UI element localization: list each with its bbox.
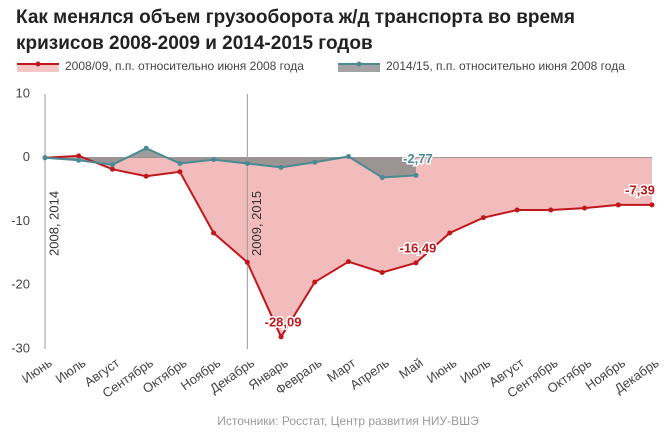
marker bbox=[211, 157, 217, 163]
marker bbox=[278, 334, 284, 340]
value-label: -28,09 bbox=[265, 314, 302, 329]
x-tick-label: Апрель bbox=[347, 355, 392, 393]
annotation: 2009, 2015 bbox=[249, 191, 264, 256]
legend-swatch bbox=[17, 64, 59, 72]
x-tick-label: Июнь bbox=[19, 355, 55, 386]
marker bbox=[548, 207, 554, 213]
marker bbox=[312, 279, 318, 285]
marker bbox=[76, 153, 82, 159]
y-tick-label: -20 bbox=[11, 277, 30, 292]
x-tick-label: Июнь bbox=[424, 355, 460, 386]
legend-label: 2008/09, п.п. относительно июня 2008 год… bbox=[65, 59, 304, 73]
area bbox=[45, 148, 416, 178]
area bbox=[45, 155, 652, 337]
marker bbox=[615, 202, 621, 208]
marker bbox=[211, 230, 217, 236]
y-tick-label: 0 bbox=[23, 149, 30, 164]
y-tick-label: 10 bbox=[16, 85, 30, 100]
marker bbox=[480, 215, 486, 221]
legend-marker bbox=[35, 61, 41, 67]
y-tick-label: -30 bbox=[11, 340, 30, 355]
line bbox=[44, 147, 417, 179]
marker bbox=[649, 202, 655, 208]
marker bbox=[346, 259, 351, 265]
y-tick-label: -10 bbox=[11, 213, 30, 228]
marker bbox=[244, 259, 250, 265]
marker bbox=[278, 164, 284, 170]
value-label: -7,39 bbox=[625, 182, 655, 197]
marker bbox=[447, 230, 453, 236]
marker bbox=[413, 172, 419, 178]
marker bbox=[379, 175, 385, 181]
legend-label: 2014/15, п.п. относительно июня 2008 год… bbox=[386, 59, 625, 73]
value-label: -2,77 bbox=[403, 151, 433, 166]
marker bbox=[514, 207, 520, 213]
x-tick-label: Май bbox=[396, 355, 425, 382]
value-label: -16,49 bbox=[400, 240, 437, 255]
chart-title: кризисов 2008-2009 и 2014-2015 годов bbox=[16, 33, 373, 54]
source: Источники: Росстат, Центр развития НИУ-В… bbox=[217, 414, 479, 428]
marker bbox=[143, 145, 149, 151]
marker bbox=[109, 166, 115, 172]
marker bbox=[143, 173, 149, 179]
legend-swatch bbox=[338, 64, 380, 72]
chart-title: Как менялся объем грузооборота ж/д транс… bbox=[16, 7, 575, 28]
marker bbox=[177, 169, 183, 175]
annotation: 2008, 2014 bbox=[46, 191, 61, 256]
marker bbox=[244, 160, 250, 166]
marker bbox=[413, 260, 419, 266]
marker bbox=[76, 157, 82, 163]
marker bbox=[109, 162, 115, 168]
legend-marker bbox=[356, 61, 362, 67]
marker bbox=[312, 159, 318, 165]
marker bbox=[379, 270, 385, 275]
marker bbox=[346, 153, 351, 159]
marker bbox=[42, 155, 48, 161]
marker bbox=[177, 160, 183, 166]
marker bbox=[582, 205, 588, 211]
